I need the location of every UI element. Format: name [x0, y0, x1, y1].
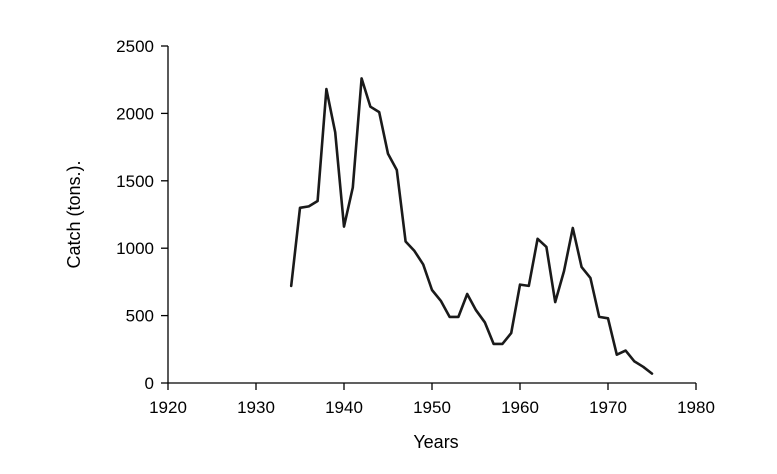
y-tick-label: 2500 [116, 37, 154, 56]
y-tick-label: 2000 [116, 104, 154, 123]
x-tick-label: 1940 [325, 398, 363, 417]
y-axis-ticks: 0 500 1000 1500 2000 2500 [116, 37, 168, 393]
x-tick-label: 1930 [237, 398, 275, 417]
y-tick-label: 1000 [116, 239, 154, 258]
x-tick-label: 1980 [677, 398, 715, 417]
x-axis-title: Years [413, 432, 458, 452]
x-tick-label: 1920 [149, 398, 187, 417]
y-tick-label: 0 [145, 374, 154, 393]
x-tick-label: 1950 [413, 398, 451, 417]
catch-series-line [289, 77, 654, 375]
y-tick-label: 500 [126, 307, 154, 326]
y-tick-label: 1500 [116, 172, 154, 191]
y-axis-title: Catch (tons.). [64, 160, 84, 268]
x-tick-label: 1970 [589, 398, 627, 417]
x-axis-ticks: 1920 1930 1940 1950 1960 1970 1980 [149, 383, 715, 417]
x-tick-label: 1960 [501, 398, 539, 417]
